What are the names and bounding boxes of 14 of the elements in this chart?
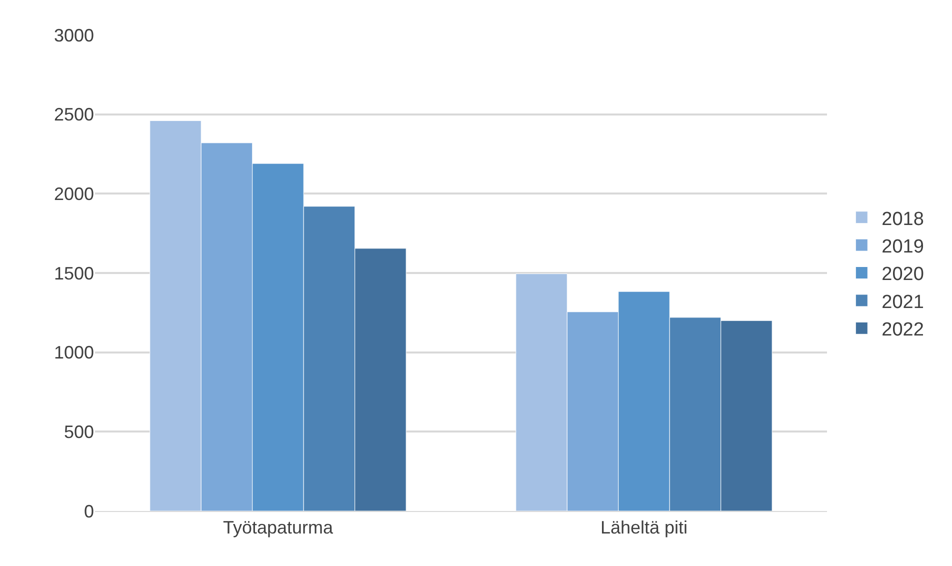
- y-tick-label: 2000: [54, 184, 94, 204]
- legend-label: 2020: [882, 264, 924, 286]
- y-tick-label: 1000: [54, 342, 94, 363]
- x-tick-label: Työtapaturma: [222, 518, 334, 538]
- legend-label: 2018: [882, 208, 924, 230]
- y-tick-label: 0: [84, 501, 94, 522]
- legend-label: 2022: [882, 320, 924, 341]
- legend-label: 2019: [882, 236, 924, 258]
- y-tick-label: 2500: [54, 104, 94, 125]
- y-tick-label: 1500: [54, 263, 94, 284]
- x-tick-label: Läheltä piti: [600, 518, 688, 538]
- legend-label: 2021: [882, 292, 924, 313]
- y-tick-label: 500: [64, 422, 94, 442]
- y-tick-label: 3000: [54, 25, 94, 46]
